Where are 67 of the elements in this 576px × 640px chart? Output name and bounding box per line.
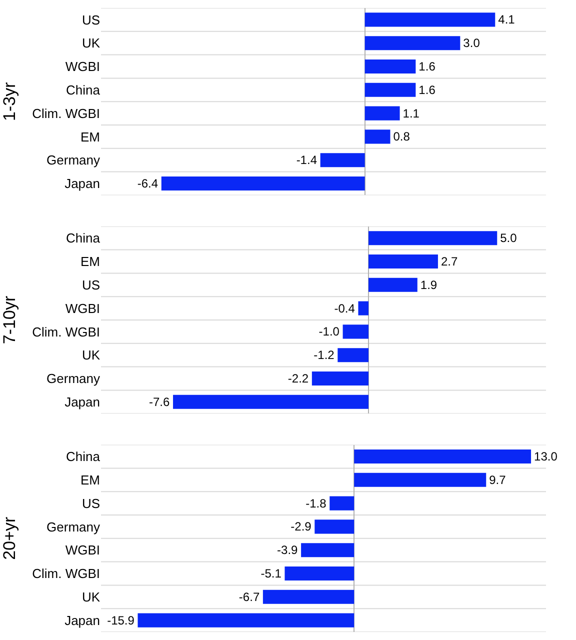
y-tick-label: Japan <box>64 612 100 628</box>
data-label: -1.4 <box>296 153 318 168</box>
data-label: 1.1 <box>402 106 420 120</box>
bar <box>364 106 400 120</box>
data-label: 2.7 <box>440 254 458 268</box>
y-tick-label: Clim. WGBI <box>32 566 100 582</box>
y-tick-label: UK <box>82 589 100 604</box>
y-tick-label: Germany <box>46 371 100 386</box>
y-tick-label: China <box>66 449 101 464</box>
y-tick-label: Japan <box>64 394 100 410</box>
y-tick-label: WGBI <box>65 542 100 558</box>
data-label: -6.7 <box>238 590 260 604</box>
data-label: 0.8 <box>393 130 410 144</box>
y-tick-label: Japan <box>64 176 100 192</box>
y-axis-title: 20+yr <box>0 516 19 560</box>
data-label: -6.4 <box>137 176 158 190</box>
bar <box>358 301 369 316</box>
data-label: 3.0 <box>463 36 480 50</box>
y-axis-title: 1-3yr <box>0 82 19 121</box>
bar <box>364 59 416 74</box>
bar <box>368 278 418 292</box>
y-tick-label: Germany <box>46 152 100 168</box>
y-tick-label: Clim. WGBI <box>32 106 100 121</box>
y-tick-label: EM <box>80 254 100 270</box>
data-label: 9.7 <box>489 472 506 487</box>
data-label: 4.1 <box>498 12 516 27</box>
y-tick-label: WGBI <box>65 300 100 316</box>
y-tick-label: US <box>82 277 100 292</box>
bar <box>364 12 496 27</box>
y-tick-label: US <box>82 12 100 28</box>
data-label: -2.9 <box>290 520 312 534</box>
y-tick-label: Germany <box>46 519 100 534</box>
data-label: -7.6 <box>149 394 170 409</box>
bar <box>320 153 365 168</box>
bar <box>364 82 416 97</box>
data-label: -1.8 <box>306 496 327 510</box>
data-label: 1.6 <box>418 60 436 74</box>
data-label: 5.0 <box>500 231 518 246</box>
data-label: -3.9 <box>277 543 298 558</box>
y-tick-label: US <box>82 496 100 511</box>
bar <box>161 176 365 191</box>
y-tick-label: China <box>66 230 101 246</box>
data-label: -0.4 <box>334 301 356 316</box>
y-tick-label: EM <box>80 472 100 488</box>
bar <box>173 394 369 409</box>
bar <box>368 231 498 246</box>
data-label: -5.1 <box>260 566 282 580</box>
y-tick-label: EM <box>80 129 100 144</box>
y-tick-label: Clim. WGBI <box>32 324 100 340</box>
y-tick-label: UK <box>82 348 100 363</box>
y-tick-label: UK <box>82 36 100 51</box>
bar <box>342 324 369 339</box>
bar <box>338 348 369 362</box>
y-axis-title: 7-10yr <box>0 296 19 344</box>
data-label: -1.2 <box>314 348 335 362</box>
data-label: -2.2 <box>288 372 309 386</box>
bar <box>368 254 438 269</box>
bar <box>364 36 460 50</box>
y-tick-label: WGBI <box>65 59 100 74</box>
bar <box>312 371 369 386</box>
data-label: -15.9 <box>107 613 135 628</box>
data-label: -1.0 <box>318 324 340 339</box>
data-label: 1.9 <box>420 278 438 292</box>
data-label: 1.6 <box>418 82 436 97</box>
bar <box>364 130 390 144</box>
y-tick-label: China <box>66 82 101 98</box>
data-label: 13.0 <box>534 450 558 464</box>
